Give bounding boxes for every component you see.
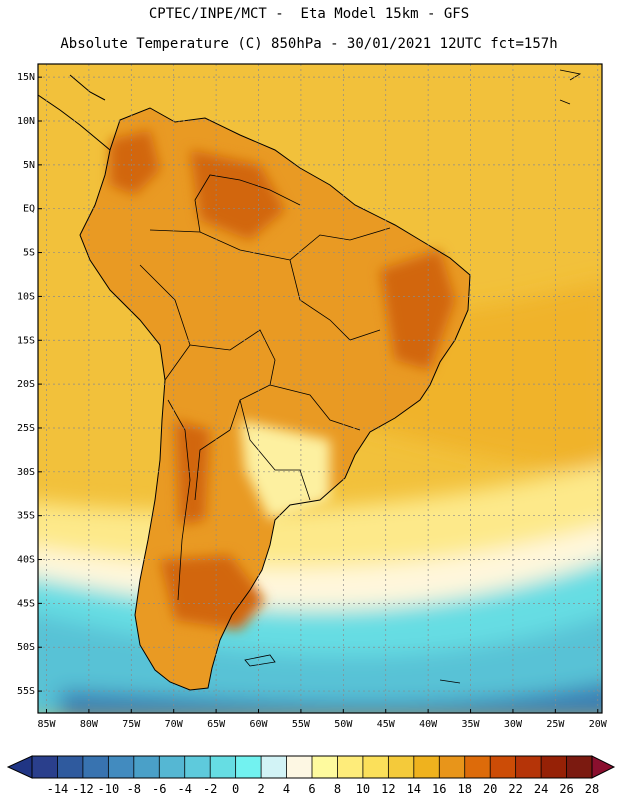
lat-label: 40S [17, 555, 35, 566]
colorbar-swatch [464, 756, 491, 778]
colorbar-swatch [515, 756, 542, 778]
lon-label: 40W [419, 719, 438, 730]
lat-label: 10N [17, 116, 35, 127]
colorbar-tick-label: 20 [483, 782, 497, 796]
hot-region-north [110, 130, 160, 195]
colorbar-swatch [235, 756, 262, 778]
colorbar-swatch [337, 756, 364, 778]
lat-label: 35S [17, 511, 35, 522]
lat-label: 15N [17, 72, 35, 83]
colorbar-tick-label: 28 [585, 782, 599, 796]
lon-label: 80W [80, 719, 99, 730]
lat-label: EQ [23, 204, 35, 215]
lon-label: 65W [207, 719, 226, 730]
colorbar-swatch [32, 756, 58, 778]
colorbar-tick-label: 8 [334, 782, 341, 796]
hot-region-andes [175, 420, 210, 525]
cold-water-band [38, 613, 602, 713]
colorbar-tick-label: -14 [47, 782, 69, 796]
country-borders [139, 174, 391, 601]
latitude-labels: 15N 10N 5N EQ 5S 10S 15S 20S 25S 30S 35S 40S 45S 50S 5… [17, 72, 42, 697]
lat-label: 55S [17, 686, 35, 697]
colorbar-tick-label: 12 [381, 782, 395, 796]
map-title-line2: Absolute Temperature (C) 850hPa - 30/01/… [60, 36, 558, 52]
colorbar-tick-label: 10 [356, 782, 370, 796]
deep-cold-band [60, 683, 602, 713]
lon-label: 30W [504, 719, 523, 730]
colorbar-swatch [490, 756, 517, 778]
colorbar-tick-label: 22 [508, 782, 522, 796]
colorbar-tick-label: 16 [432, 782, 446, 796]
hot-region-patagonia [160, 555, 265, 630]
colorbar-tick-label: -8 [127, 782, 141, 796]
lat-label: 20S [17, 379, 35, 390]
lon-label: 55W [292, 719, 311, 730]
colorbar-swatch [362, 756, 389, 778]
lon-label: 75W [122, 719, 141, 730]
lon-label: 35W [462, 719, 481, 730]
lat-label: 5N [23, 160, 35, 171]
lat-label: 30S [17, 467, 35, 478]
temperature-field [38, 64, 602, 713]
colorbar-swatch [184, 756, 211, 778]
lat-label: 45S [17, 598, 35, 609]
colorbar-tick-label: 2 [257, 782, 264, 796]
colorbar-swatch [82, 756, 109, 778]
colorbar-tick-label: 6 [308, 782, 315, 796]
lon-label: 50W [334, 719, 353, 730]
lon-label: 70W [165, 719, 184, 730]
lat-lon-gridlines [38, 64, 602, 713]
colorbar-swatch [566, 756, 593, 778]
colorbar-under-arrow [6, 755, 33, 779]
colorbar-tick-label: -4 [178, 782, 192, 796]
islands [244, 69, 582, 684]
colorbar-swatch [413, 756, 440, 778]
lat-label: 25S [17, 423, 35, 434]
hot-region-amazon [190, 150, 285, 240]
lat-label: 50S [17, 642, 35, 653]
colorbar-swatch [286, 756, 313, 778]
lon-label: 25W [546, 719, 565, 730]
temperature-colorbar: -14 -12 -10 -8 -6 -4 -2 0 2 4 6 8 10 12 14 16 18 20 22 24 26… [6, 755, 616, 796]
colorbar-tick-label: 4 [283, 782, 290, 796]
lat-label: 10S [17, 291, 35, 302]
colorbar-over-arrow [591, 755, 616, 779]
colorbar-tick-label: 26 [559, 782, 573, 796]
colorbar-swatch [388, 756, 415, 778]
colorbar-swatch [312, 756, 338, 778]
central-america-coast [38, 74, 111, 151]
longitude-labels: 85W 80W 75W 70W 65W 60W 55W 50W 45W 40W 35W 30W 25W 2… [37, 709, 608, 730]
colorbar-swatch [108, 756, 135, 778]
colorbar-tick-label: 14 [407, 782, 421, 796]
colorbar-tick-label: 18 [458, 782, 472, 796]
lon-label: 60W [249, 719, 268, 730]
colorbar-swatch [57, 756, 84, 778]
colorbar-tick-label: -6 [152, 782, 166, 796]
lat-label: 15S [17, 335, 35, 346]
colorbar-swatch [439, 756, 466, 778]
lon-label: 85W [37, 719, 56, 730]
colorbar-swatch [541, 756, 568, 778]
colorbar-swatch [261, 756, 288, 778]
colorbar-tick-label: 0 [232, 782, 239, 796]
map-title-line1: CPTEC/INPE/MCT - Eta Model 15km - GFS [148, 6, 470, 22]
colorbar-swatch [133, 756, 160, 778]
colorbar-swatch [210, 756, 237, 778]
colorbar-tick-label: -10 [98, 782, 120, 796]
colorbar-tick-label: -2 [203, 782, 217, 796]
colorbar-tick-label: 24 [534, 782, 548, 796]
colorbar-tick-label: -12 [72, 782, 94, 796]
coastline [79, 107, 471, 691]
lat-label: 5S [23, 248, 35, 259]
map-frame [37, 63, 603, 714]
south-america-landmass [80, 108, 470, 690]
lon-label: 20W [589, 719, 608, 730]
colorbar-swatch [159, 756, 186, 778]
lon-label: 45W [377, 719, 396, 730]
